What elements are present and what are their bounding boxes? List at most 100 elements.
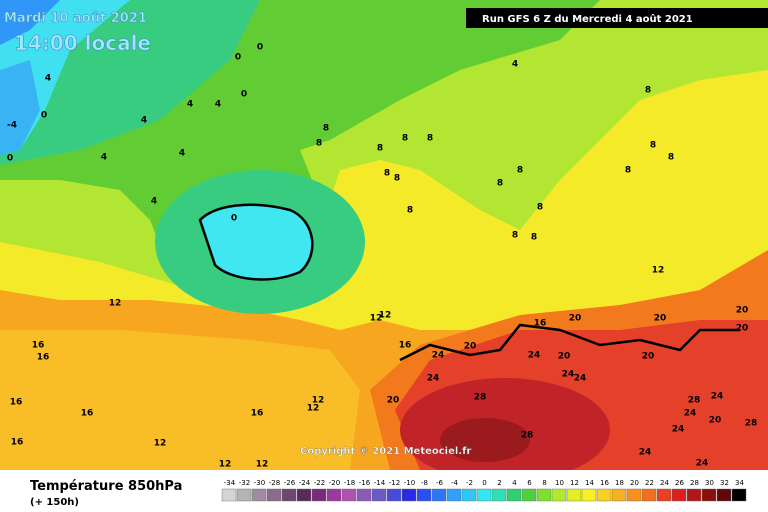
contour-label: 16 [32, 341, 45, 351]
legend-swatch [326, 488, 342, 502]
contour-label: 0 [235, 53, 241, 63]
contour-label: 20 [654, 314, 667, 324]
contour-label: 8 [512, 231, 518, 241]
legend-label: 8 [542, 479, 546, 487]
contour-label: 16 [81, 409, 94, 419]
legend-label: 24 [660, 479, 669, 487]
contour-label: 0 [231, 214, 237, 224]
legend-label: 6 [527, 479, 532, 487]
region [0, 330, 360, 470]
legend-swatch [341, 488, 357, 502]
contour-label: 16 [534, 319, 547, 329]
legend-label: 0 [482, 479, 486, 487]
legend-label: 4 [512, 479, 517, 487]
legend-swatch [401, 488, 417, 502]
contour-label: 8 [517, 166, 523, 176]
legend-label: -10 [404, 479, 415, 487]
legend-swatch [581, 488, 597, 502]
legend-label: 14 [585, 479, 594, 487]
copyright: Copyright © 2021 Meteociel.fr [300, 446, 471, 457]
contour-label: 20 [736, 324, 749, 334]
region [0, 0, 60, 45]
legend-swatch [266, 488, 282, 502]
contour-label: 12 [307, 404, 320, 414]
contour-label: 8 [537, 203, 543, 213]
contour-label: 24 [427, 374, 440, 384]
legend-swatch [566, 488, 582, 502]
legend-label: 34 [735, 479, 744, 487]
legend-swatch [731, 488, 747, 502]
legend-swatch [716, 488, 732, 502]
legend-swatch [596, 488, 612, 502]
run-box [466, 8, 768, 28]
contour-label: 4 [187, 100, 193, 110]
forecast-date: Mardi 10 août 2021 [4, 11, 147, 26]
legend-label: -28 [269, 479, 280, 487]
legend-label: -20 [329, 479, 340, 487]
contour-label: 12 [370, 314, 383, 324]
contour-label: 8 [497, 179, 503, 189]
contour-label: 20 [387, 396, 400, 406]
contour-label: 4 [45, 74, 51, 84]
contour-label: 20 [464, 342, 477, 352]
contour-label: 8 [668, 153, 674, 163]
legend-label: 16 [600, 479, 609, 487]
legend-label: 26 [675, 479, 684, 487]
contour-label: 4 [215, 100, 221, 110]
footer-lead: (+ 150h) [30, 497, 79, 508]
legend-label: 12 [570, 479, 579, 487]
legend-swatch [686, 488, 702, 502]
contour-label: 28 [745, 419, 758, 429]
legend-label: -24 [299, 479, 311, 487]
contour-label: 12 [312, 396, 325, 406]
contour-label: 0 [41, 111, 47, 121]
contour-label: 8 [316, 139, 322, 149]
legend-swatch [431, 488, 447, 502]
contour-label: 8 [531, 233, 537, 243]
legend-label: -14 [374, 479, 386, 487]
legend-swatch [416, 488, 432, 502]
legend-label: -26 [284, 479, 296, 487]
legend-label: -30 [254, 479, 265, 487]
region [440, 418, 530, 462]
legend-swatch [641, 488, 657, 502]
contour-label: 16 [11, 438, 24, 448]
legend-swatch [671, 488, 687, 502]
run-info: Run GFS 6 Z du Mercredi 4 août 2021 [482, 13, 693, 25]
legend-swatch [626, 488, 642, 502]
legend-swatch [656, 488, 672, 502]
legend-swatch [476, 488, 492, 502]
contour-label: 8 [394, 174, 400, 184]
contour-label: 16 [251, 409, 264, 419]
contour-label: 24 [711, 392, 724, 402]
contour-label: 24 [432, 351, 445, 361]
contour-label: 28 [474, 393, 487, 403]
contour-label: 4 [151, 197, 157, 207]
legend-label: -6 [436, 479, 444, 487]
legend-swatch [611, 488, 627, 502]
contour-label: 24 [574, 374, 587, 384]
legend-label: 28 [690, 479, 699, 487]
contour-label: 12 [652, 266, 665, 276]
contour-label: 12 [154, 439, 167, 449]
legend-swatch [371, 488, 387, 502]
contour-label: 20 [709, 416, 722, 426]
legend-label: -34 [224, 479, 236, 487]
contour-label: 12 [219, 460, 232, 470]
contour-label: 12 [379, 311, 392, 321]
contour-label: 8 [377, 144, 383, 154]
legend-swatch [221, 488, 237, 502]
contour-label: 28 [688, 396, 701, 406]
region [0, 60, 40, 155]
legend: -34 -32 -30 -28 -26 -24 -22 -20 -18 -16 -14 -12 -10-… [221, 479, 747, 502]
contour-label: 24 [696, 459, 709, 469]
contour-label: 24 [672, 425, 685, 435]
contour-label: 4 [141, 116, 147, 126]
forecast-time: 14:00 locale [14, 31, 151, 55]
contour-label: 0 [7, 154, 13, 164]
legend-swatch [296, 488, 312, 502]
legend-label: -22 [314, 479, 325, 487]
legend-label: -4 [451, 479, 459, 487]
